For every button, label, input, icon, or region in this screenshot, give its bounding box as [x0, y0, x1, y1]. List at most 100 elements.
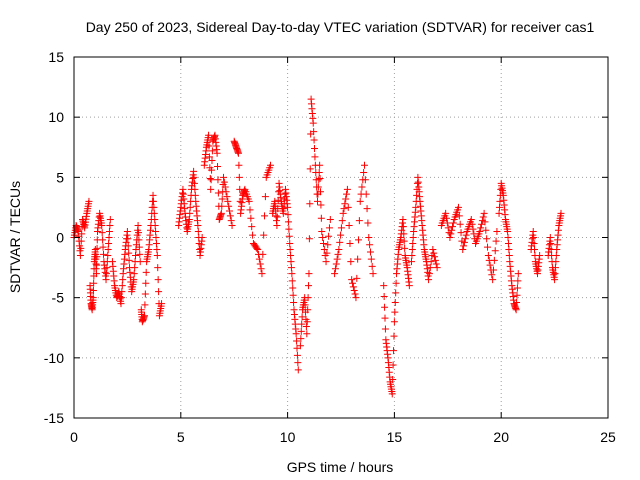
data-point	[333, 255, 341, 263]
data-point	[491, 247, 499, 255]
data-point	[392, 289, 400, 297]
data-point	[459, 246, 467, 254]
data-point	[135, 243, 143, 251]
data-point	[136, 250, 144, 258]
data-point	[476, 227, 484, 235]
data-point	[348, 276, 356, 284]
data-point	[293, 351, 301, 359]
data-point	[253, 244, 261, 252]
data-point	[514, 277, 522, 285]
data-point	[309, 119, 317, 127]
data-point	[342, 195, 350, 203]
data-point	[141, 301, 149, 309]
data-point	[93, 253, 101, 261]
data-point	[352, 294, 360, 302]
data-point	[468, 220, 476, 228]
data-point	[78, 230, 86, 238]
data-point	[207, 176, 215, 184]
data-point	[297, 327, 305, 335]
data-point	[368, 262, 376, 270]
data-point	[258, 270, 266, 278]
data-point	[149, 191, 157, 199]
data-point	[339, 209, 347, 217]
data-point	[504, 227, 512, 235]
data-point	[529, 227, 537, 235]
data-point	[214, 163, 222, 171]
data-point	[392, 279, 400, 287]
data-point	[259, 250, 267, 258]
data-point	[124, 235, 132, 243]
data-point	[142, 279, 150, 287]
data-point	[303, 330, 311, 338]
data-point	[409, 240, 417, 248]
data-point	[235, 173, 243, 181]
data-point	[245, 197, 253, 205]
data-point	[247, 214, 255, 222]
data-point	[341, 200, 349, 208]
data-point	[92, 270, 100, 278]
data-point	[150, 209, 158, 217]
data-point	[363, 205, 371, 213]
data-point	[484, 252, 492, 260]
data-point	[504, 234, 512, 241]
data-point	[552, 258, 560, 266]
data-point	[102, 270, 110, 278]
x-tick-label: 5	[177, 429, 185, 445]
data-point	[123, 227, 131, 235]
data-point	[218, 202, 226, 210]
data-point	[399, 223, 407, 231]
data-point	[77, 244, 85, 252]
data-point	[310, 128, 318, 136]
data-point	[355, 236, 363, 244]
data-point	[408, 252, 416, 260]
data-point	[131, 264, 139, 272]
data-point	[125, 249, 133, 257]
data-point	[497, 185, 505, 193]
data-point	[477, 224, 485, 232]
data-point	[292, 330, 300, 338]
data-points	[70, 95, 565, 398]
data-point	[530, 240, 538, 248]
data-point	[389, 361, 397, 369]
data-point	[323, 249, 331, 257]
data-point	[446, 234, 454, 241]
data-point	[246, 206, 254, 214]
data-point	[198, 234, 206, 241]
data-point	[208, 166, 216, 174]
data-point	[461, 235, 469, 243]
data-point	[322, 258, 330, 266]
data-point	[98, 229, 106, 237]
data-point	[401, 244, 409, 252]
data-point	[249, 231, 257, 239]
data-point	[429, 246, 437, 254]
y-axis-label: SDTVAR / TECUs	[7, 181, 23, 293]
data-point	[315, 169, 323, 177]
data-point	[141, 290, 149, 298]
data-point	[150, 203, 158, 211]
data-point	[380, 292, 388, 300]
data-point	[388, 390, 396, 398]
data-point	[104, 246, 112, 254]
data-point	[248, 223, 256, 231]
data-point	[488, 271, 496, 279]
data-point	[194, 221, 202, 229]
data-point	[413, 191, 421, 199]
data-point	[105, 234, 113, 241]
data-point	[489, 276, 497, 284]
data-point	[260, 231, 268, 239]
data-point	[343, 190, 351, 198]
axis-ticks: 0 5 10 15 20 25 -15 -10 -5 0 5 10 15	[44, 49, 616, 445]
data-point	[362, 190, 370, 198]
data-point	[391, 308, 399, 316]
data-point	[267, 161, 275, 169]
data-point	[117, 294, 125, 302]
data-point	[512, 306, 520, 314]
data-point	[484, 243, 492, 251]
data-point	[224, 197, 232, 205]
data-point	[206, 175, 214, 183]
data-point	[360, 169, 368, 177]
data-point	[350, 286, 358, 294]
data-point	[130, 276, 138, 284]
data-point	[190, 179, 198, 187]
data-point	[408, 246, 416, 254]
